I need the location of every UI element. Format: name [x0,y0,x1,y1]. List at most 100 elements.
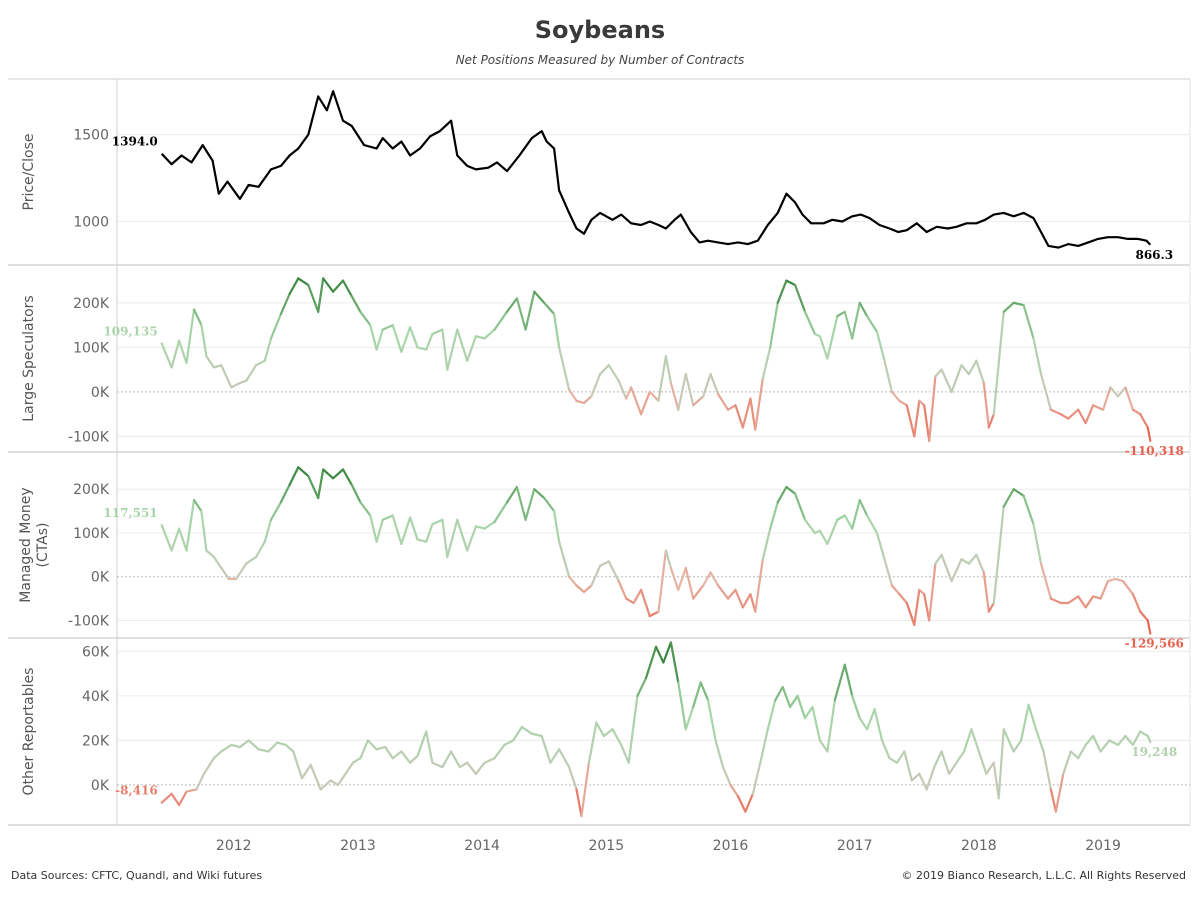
series-segment [940,750,951,775]
series-segment [515,297,527,331]
series-segment [692,584,705,600]
series-segment [1027,703,1038,731]
series-segment [257,748,270,753]
series-segment [851,694,861,720]
series-segment [910,772,921,782]
chart-title: Soybeans [534,16,666,44]
series-segment [811,705,822,742]
series-segment [297,277,310,287]
x-tick-label: 2012 [216,838,252,854]
series-segment [185,308,196,365]
series-segment [456,518,469,552]
series-segment [749,593,757,613]
series-segment [890,390,901,402]
series-segment [1114,577,1125,583]
series-segment [1124,734,1135,747]
series-segment [384,745,394,760]
series-segment [975,359,985,385]
series-segment [425,523,434,543]
series-segment [575,399,586,405]
series-segment [590,373,602,398]
series-segment [851,301,861,340]
series-segment [441,518,449,559]
series-segment [1146,426,1152,442]
series-segment [552,510,561,543]
series-segment [654,645,665,664]
series-segment [875,531,886,561]
series-segment [337,772,347,787]
series-segment [785,279,797,287]
series-segment [684,566,695,600]
series-segment [1059,413,1070,420]
series-segment [319,779,332,791]
series-segment [416,730,428,758]
series-segment [669,641,680,684]
series-segment [843,514,854,530]
y-tick-label: 100K [73,340,110,356]
series-segment [1139,730,1149,738]
series-segment [709,373,720,396]
y-tick-label: 60K [82,644,110,660]
series-segment [1034,728,1045,753]
series-segment [202,757,215,775]
series-segment [350,295,362,313]
series-segment [751,761,762,795]
y-tick-label: -100K [68,429,110,445]
series-segment [557,540,571,578]
series-segment [1146,619,1152,635]
series-segment [375,745,387,751]
series-segment [858,301,869,318]
series-segment [769,501,779,530]
series-segment [766,699,777,731]
series-segment [818,335,829,360]
series-segment [192,499,203,513]
series-segment [512,725,524,742]
series-segment [895,750,906,764]
series-segment [741,593,752,609]
series-segment [677,566,687,592]
series-segment [1042,750,1053,791]
end-value-label: -110,318 [1125,444,1184,458]
series-segment [620,743,630,764]
series-segment [567,388,578,402]
series-segment [873,708,884,742]
series-segment [276,741,287,747]
series-segment [409,516,419,541]
series-segment [307,283,320,313]
series-segment [307,475,320,500]
series-segment [664,549,673,570]
series-segment [648,390,660,402]
series-segment [987,601,995,613]
series-segment [985,761,995,775]
series-segment [505,297,519,313]
series-segment [170,339,181,369]
series-segment [245,364,258,382]
y-tick-label: 1000 [73,215,109,231]
series-segment [905,601,916,627]
series-segment [611,728,623,747]
series-segment [317,468,325,500]
series-segment [1022,304,1035,340]
series-segment [851,499,861,530]
series-segment [1002,728,1015,753]
series-segment [1099,739,1111,753]
series-segment [803,705,814,720]
series-segment [160,342,173,369]
series-segment [888,757,899,764]
series-segment [967,359,978,376]
series-segment [552,312,561,349]
series-segment [858,499,869,517]
series-segment [220,743,233,753]
series-segment [1022,494,1035,526]
series-segment [503,739,515,747]
series-segment [1131,593,1142,613]
series-segment [567,765,578,791]
series-segment [677,681,687,731]
series-segment [960,364,971,376]
series-segment [890,584,901,596]
series-segment [1131,408,1142,416]
series-segment [351,757,362,764]
series-segment [903,750,913,782]
series-segment [359,739,369,760]
series-segment [898,399,908,407]
